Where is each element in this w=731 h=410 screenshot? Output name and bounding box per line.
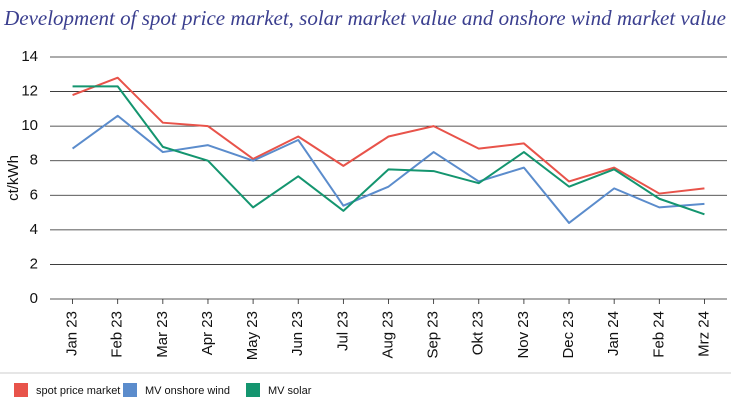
legend-swatch: [246, 383, 260, 397]
x-tick-label: Feb 23: [109, 311, 126, 358]
x-tick-label: Dec 23: [560, 311, 577, 359]
x-tick-label: Jun 23: [289, 311, 306, 356]
line: [71, 114, 705, 224]
chart-title: Development of spot price market, solar …: [3, 6, 726, 30]
legend-label: MV solar: [268, 385, 312, 397]
legend-swatch: [14, 383, 28, 397]
y-tick-label: 2: [30, 255, 38, 272]
y-tick-label: 4: [30, 221, 38, 238]
line: [72, 76, 705, 195]
y-tick-label: 12: [21, 83, 38, 100]
y-tick-label: 8: [30, 152, 38, 169]
x-tick-label: Jan 24: [605, 311, 622, 356]
y-tick-label: 0: [30, 290, 38, 307]
legend-label: MV onshore wind: [145, 385, 230, 397]
x-tick-label: Mrz 24: [695, 311, 712, 357]
legend-swatch: [123, 383, 137, 397]
legend-label: spot price market: [36, 385, 120, 397]
y-tick-label: 10: [21, 117, 38, 134]
x-tick-label: May 23: [244, 311, 261, 360]
x-tick-label: Mar 23: [154, 311, 171, 358]
x-tick-label: Nov 23: [515, 311, 532, 359]
x-tick-label: Feb 24: [650, 311, 667, 358]
y-tick-label: 6: [30, 186, 38, 203]
y-tick-label: 14: [21, 48, 38, 65]
x-tick-label: Sep 23: [425, 311, 442, 359]
x-tick-label: Apr 23: [199, 311, 216, 355]
x-tick-label: Okt 23: [470, 311, 487, 355]
line: [72, 85, 705, 216]
legend: spot price market MV onshore wind MV solar: [14, 383, 312, 397]
x-tick-label: Aug 23: [379, 311, 396, 359]
y-axis-label: ct/kWh: [5, 155, 22, 201]
x-tick-label: Jul 23: [334, 311, 351, 351]
x-tick-label: Jan 23: [64, 311, 81, 356]
